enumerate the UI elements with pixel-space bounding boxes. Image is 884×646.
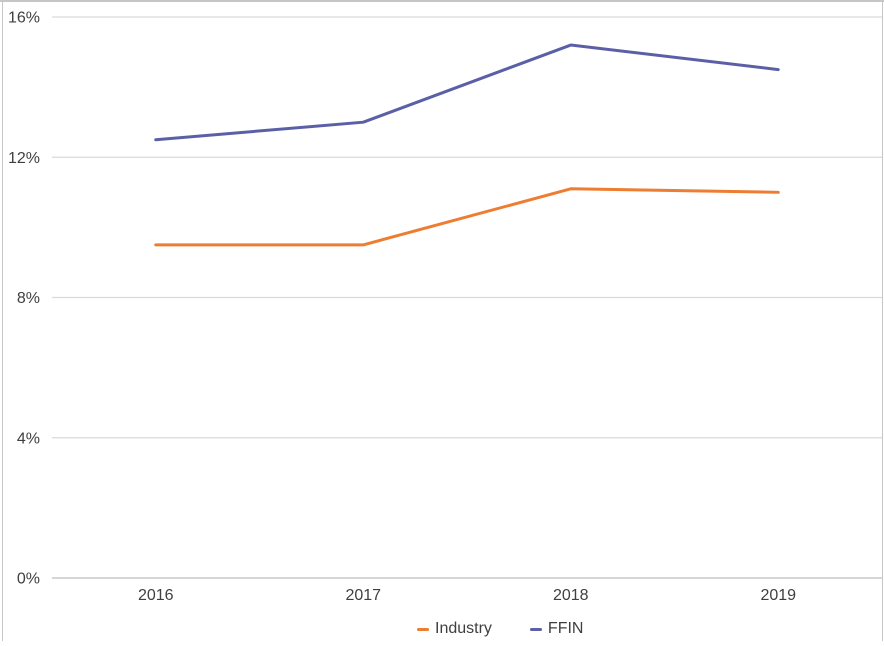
y-tick-label: 0% (17, 571, 40, 588)
chart-legend: Industry FFIN (417, 621, 583, 637)
legend-label-industry: Industry (435, 620, 492, 637)
x-tick-label: 2018 (553, 587, 589, 604)
legend-label-ffin: FFIN (547, 620, 584, 637)
x-tick-label: 2019 (760, 587, 796, 604)
x-tick-label: 2017 (345, 587, 381, 604)
legend-marker-ffin (529, 627, 542, 631)
legend-marker-industry (417, 627, 429, 631)
frame-border-right (882, 0, 883, 641)
y-tick-label: 8% (17, 290, 40, 307)
y-tick-label: 4% (17, 430, 40, 447)
legend-item-industry: Industry (417, 621, 492, 637)
frame-border-left (2, 0, 3, 641)
x-tick-label: 2016 (138, 587, 174, 604)
frame-border-top (0, 0, 884, 2)
legend-item-ffin: FFIN (529, 620, 584, 637)
series-line-industry (154, 187, 780, 247)
y-tick-label: 12% (8, 150, 40, 167)
series-line-ffin (154, 43, 780, 142)
y-tick-label: 16% (8, 10, 40, 27)
